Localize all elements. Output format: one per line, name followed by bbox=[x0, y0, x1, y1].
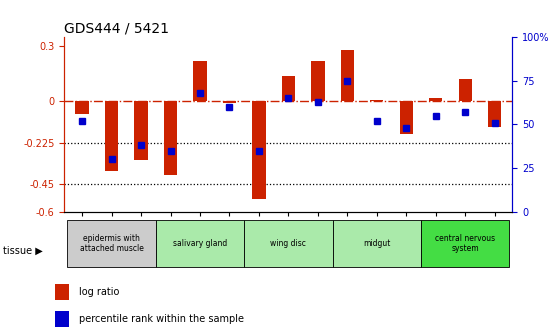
Bar bbox=[488, 101, 501, 127]
Text: wing disc: wing disc bbox=[270, 239, 306, 248]
Bar bbox=[244, 220, 333, 267]
Bar bbox=[223, 101, 236, 103]
Bar bbox=[156, 220, 244, 267]
Bar bbox=[134, 101, 148, 160]
Text: log ratio: log ratio bbox=[79, 287, 119, 296]
Bar bbox=[340, 50, 354, 101]
Bar bbox=[76, 101, 88, 114]
Bar bbox=[55, 284, 69, 299]
Bar bbox=[311, 61, 324, 101]
Text: midgut: midgut bbox=[363, 239, 390, 248]
Bar bbox=[67, 220, 156, 267]
Bar bbox=[105, 101, 118, 171]
Bar bbox=[429, 98, 442, 101]
Text: central nervous
system: central nervous system bbox=[435, 234, 495, 253]
Text: epidermis with
attached muscle: epidermis with attached muscle bbox=[80, 234, 143, 253]
Bar bbox=[55, 311, 69, 327]
Text: percentile rank within the sample: percentile rank within the sample bbox=[79, 314, 244, 324]
Bar bbox=[400, 101, 413, 134]
Bar bbox=[253, 101, 265, 199]
Bar bbox=[282, 76, 295, 101]
Bar bbox=[421, 220, 510, 267]
Text: tissue ▶: tissue ▶ bbox=[3, 245, 43, 255]
Bar bbox=[333, 220, 421, 267]
Bar bbox=[370, 100, 384, 101]
Bar bbox=[164, 101, 177, 175]
Bar bbox=[459, 79, 472, 101]
Text: salivary gland: salivary gland bbox=[173, 239, 227, 248]
Text: GDS444 / 5421: GDS444 / 5421 bbox=[64, 22, 169, 36]
Bar bbox=[193, 61, 207, 101]
